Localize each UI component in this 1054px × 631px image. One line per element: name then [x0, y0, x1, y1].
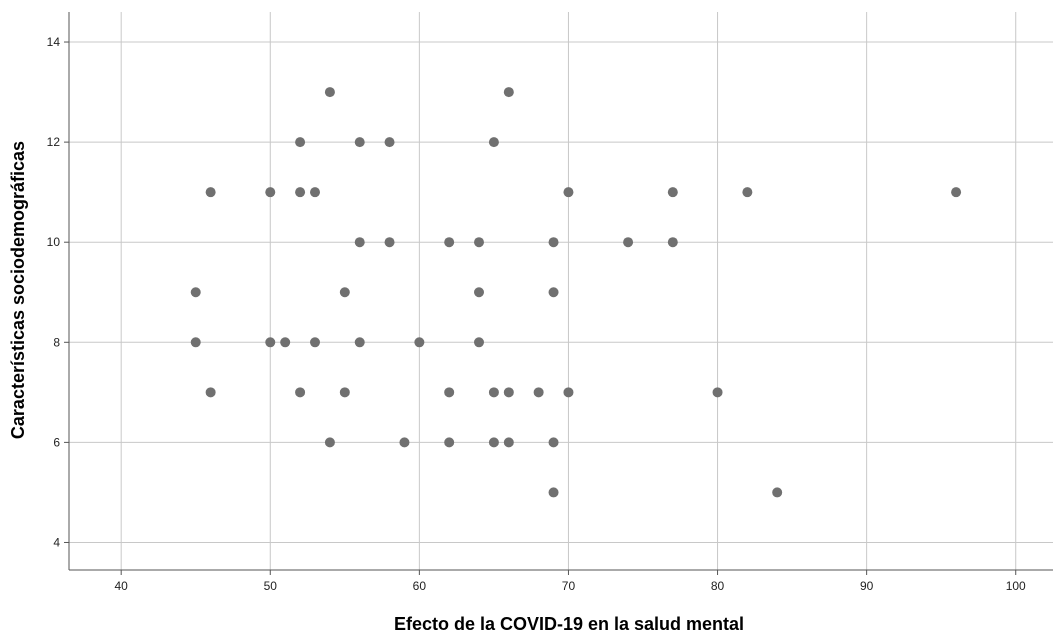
data-point: [667, 187, 678, 198]
data-point: [205, 387, 216, 398]
data-point: [354, 137, 365, 148]
data-point: [563, 387, 574, 398]
y-axis-title: Características sociodemográficas: [8, 141, 28, 439]
data-point: [563, 187, 574, 198]
axes: [64, 12, 1053, 575]
data-point: [488, 437, 499, 448]
y-tick-label: 12: [47, 135, 61, 149]
data-point: [339, 287, 350, 298]
y-tick-label: 14: [47, 35, 61, 49]
data-point: [548, 487, 559, 498]
data-point: [503, 437, 514, 448]
data-point: [474, 237, 484, 248]
x-tick-label: 90: [860, 579, 874, 593]
data-point: [667, 237, 678, 248]
data-point: [205, 187, 216, 198]
data-point: [399, 437, 410, 448]
data-point: [354, 337, 365, 348]
x-tick-label: 40: [115, 579, 129, 593]
data-point: [339, 387, 350, 398]
data-point: [503, 87, 514, 98]
y-tick-label: 10: [47, 235, 61, 249]
x-tick-label: 70: [562, 579, 576, 593]
data-point: [324, 87, 335, 98]
data-point: [712, 387, 723, 398]
data-point: [265, 337, 276, 348]
data-point: [384, 137, 395, 148]
data-point: [310, 187, 320, 198]
data-point: [190, 337, 201, 348]
data-point: [444, 437, 455, 448]
data-point: [742, 187, 753, 198]
y-tick-label: 8: [53, 335, 60, 349]
y-tick-label: 6: [53, 435, 60, 449]
data-point: [414, 337, 425, 348]
data-point: [474, 287, 484, 298]
data-point: [324, 437, 335, 448]
grid-lines: [69, 12, 1053, 570]
data-point: [488, 137, 499, 148]
data-point: [265, 187, 276, 198]
data-point: [310, 337, 320, 348]
data-point: [295, 137, 306, 148]
data-point: [354, 237, 365, 248]
x-tick-label: 50: [264, 579, 278, 593]
data-point: [474, 337, 484, 348]
data-points: [190, 87, 962, 498]
data-point: [190, 287, 201, 298]
y-tick-label: 4: [53, 535, 60, 549]
data-point: [384, 237, 395, 248]
data-point: [548, 237, 559, 248]
data-point: [772, 487, 783, 498]
x-tick-label: 100: [1006, 579, 1026, 593]
data-point: [503, 387, 514, 398]
x-tick-label: 80: [711, 579, 725, 593]
tick-labels: 40 50 60 70 80 90 100 4 6 8 10 12 14: [47, 35, 1026, 593]
data-point: [951, 187, 962, 198]
data-point: [444, 237, 455, 248]
data-point: [295, 387, 306, 398]
data-point: [295, 187, 306, 198]
data-point: [533, 387, 544, 398]
data-point: [548, 437, 559, 448]
x-axis-title: Efecto de la COVID-19 en la salud mental: [394, 614, 744, 631]
data-point: [623, 237, 634, 248]
data-point: [280, 337, 291, 348]
data-point: [488, 387, 499, 398]
data-point: [548, 287, 559, 298]
data-point: [444, 387, 455, 398]
x-tick-label: 60: [413, 579, 427, 593]
